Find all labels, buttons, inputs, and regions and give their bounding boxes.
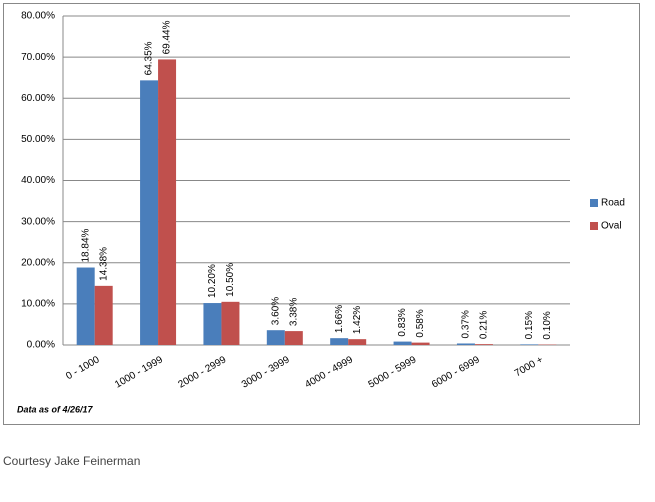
legend-label: Road [601, 198, 625, 209]
legend-swatch [590, 222, 598, 230]
bar [267, 330, 285, 345]
bar [348, 339, 366, 345]
bar [330, 338, 348, 345]
value-label: 0.10% [542, 311, 553, 339]
value-label: 1.42% [352, 306, 363, 334]
value-label: 0.83% [397, 308, 408, 336]
value-label: 3.38% [288, 298, 299, 326]
y-tick-label: 80.00% [21, 11, 55, 22]
y-tick-label: 20.00% [21, 257, 55, 268]
bar [457, 343, 475, 345]
bar [140, 80, 158, 345]
bar [77, 268, 95, 345]
note: Data as of 4/26/17 [17, 404, 94, 414]
bar [520, 344, 538, 345]
value-label: 69.44% [162, 20, 173, 54]
bar [475, 344, 493, 345]
bar [95, 286, 113, 345]
y-tick-label: 50.00% [21, 134, 55, 145]
caption: Courtesy Jake Feinerman [3, 454, 140, 468]
value-label: 0.15% [524, 311, 535, 339]
bar [158, 59, 176, 345]
y-tick-label: 30.00% [21, 216, 55, 227]
value-label: 18.84% [80, 228, 91, 262]
legend-label: Oval [601, 221, 622, 232]
y-tick-label: 10.00% [21, 299, 55, 310]
value-label: 0.21% [479, 311, 490, 339]
value-label: 14.38% [98, 247, 109, 281]
value-label: 1.66% [334, 305, 345, 333]
value-label: 64.35% [144, 41, 155, 75]
legend-swatch [590, 199, 598, 207]
y-tick-label: 0.00% [27, 340, 55, 351]
bar [221, 302, 239, 345]
value-label: 0.37% [461, 310, 472, 338]
y-tick-label: 60.00% [21, 93, 55, 104]
bar [412, 343, 430, 345]
value-label: 10.20% [207, 264, 218, 298]
bar [203, 303, 221, 345]
bar [285, 331, 303, 345]
y-tick-label: 40.00% [21, 175, 55, 186]
value-label: 10.50% [225, 263, 236, 297]
value-label: 0.58% [415, 309, 426, 337]
value-label: 3.60% [270, 297, 281, 325]
bar [394, 342, 412, 345]
y-tick-label: 70.00% [21, 52, 55, 63]
